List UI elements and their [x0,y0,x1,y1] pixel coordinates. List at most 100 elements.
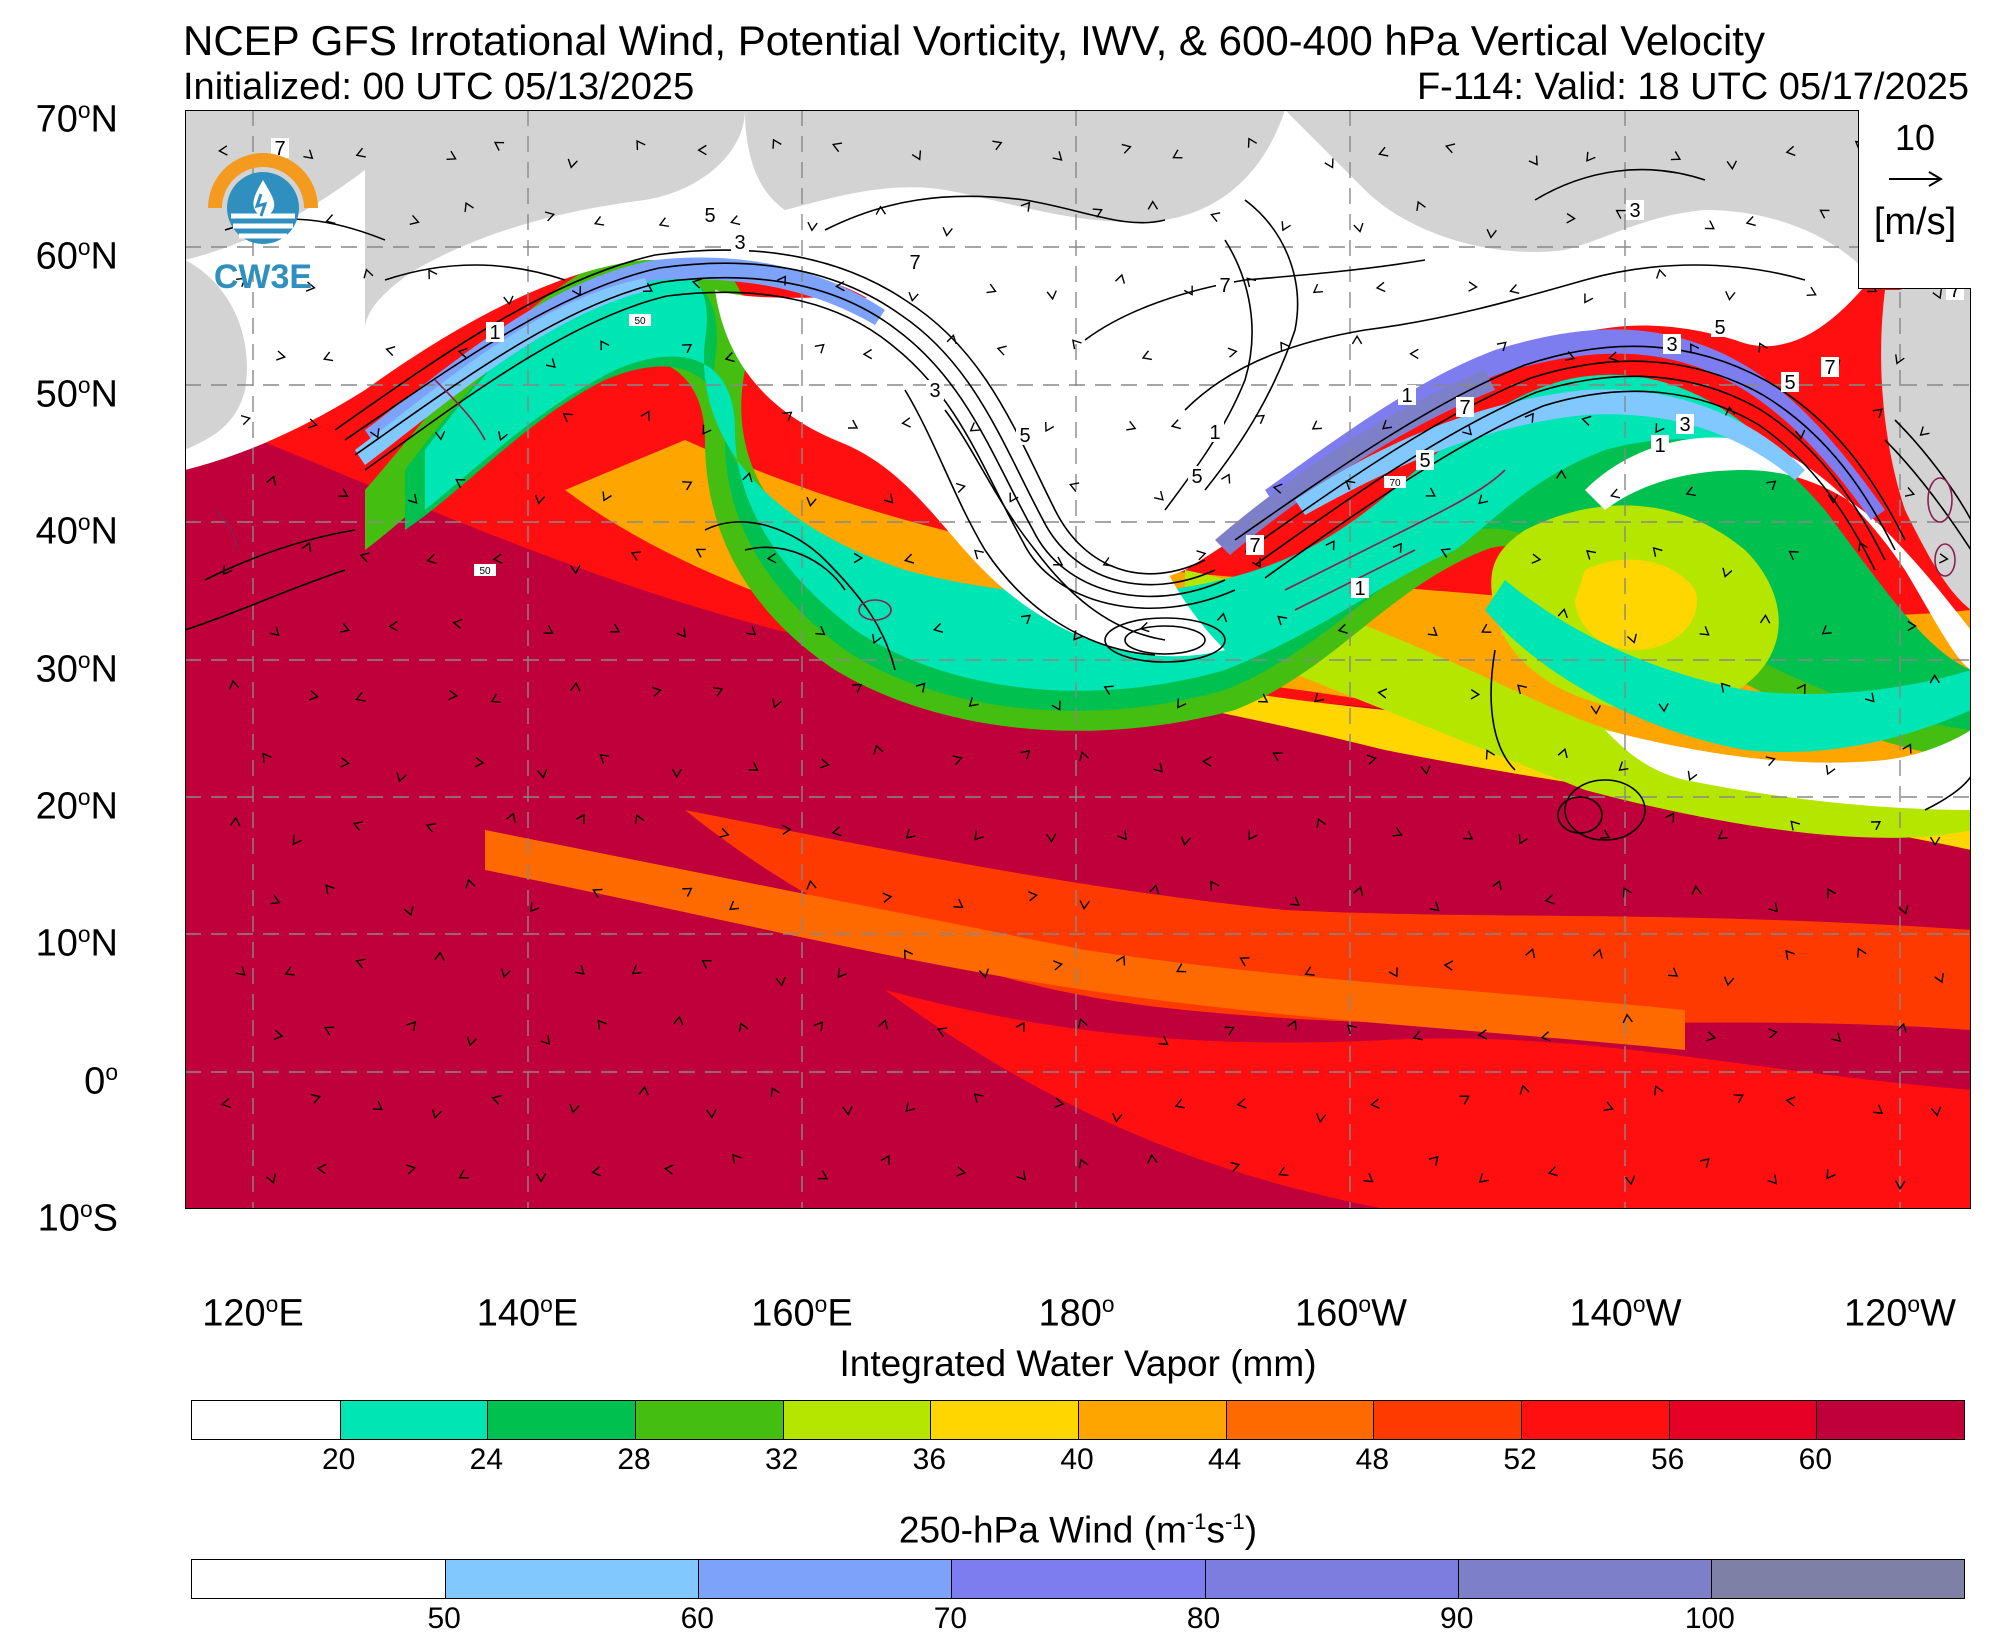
wind-vector [671,768,683,779]
wind-vector [1592,948,1603,959]
wind-vector [1873,1104,1884,1114]
wind-vector [355,958,366,969]
wind-vector [1603,1101,1614,1112]
latitude-label: 0o [84,1058,118,1103]
wind-vector [597,1019,607,1030]
wind-vector [316,1163,327,1175]
wind-vector [543,624,554,634]
wind-vector [1345,480,1356,490]
wind-vector [1584,293,1594,304]
wind-vector [235,966,246,976]
wind-vector [534,494,546,505]
wind-vector [1902,743,1912,754]
wind-vector [1540,1031,1551,1042]
wind-vector [713,687,724,697]
wind-vector [1103,685,1114,695]
wind-vector [1420,765,1431,775]
wind-vector [1248,830,1258,841]
wind-vector [303,149,314,160]
wind-vector [1895,354,1905,365]
wind-vector [1934,973,1944,984]
wind-vector [936,1027,948,1037]
wind-vector [1114,273,1126,284]
wind-vector [1581,415,1592,426]
wind-vector [772,138,782,149]
wind-vector [1015,1021,1025,1033]
wind-vector [602,491,612,502]
wind-vector [1378,146,1389,157]
map-panel: 7 5 3 1 7 5 3 1 7 5 1 3 7 5 3 7 5 3 1 5 7 1 7 50 70 50 [184,109,1972,1210]
wind-vector [1153,762,1164,773]
wind-vector [1210,880,1220,891]
wind-vector [322,351,334,362]
wind-vector [1790,820,1801,831]
wind-vector [1073,630,1083,641]
wind-vector [1072,339,1082,350]
wind-vector [359,552,370,563]
wind-vector [852,683,863,694]
wind-vector [986,283,997,294]
wind-vector [1785,1096,1796,1107]
wind-vector [1544,894,1555,905]
wind-vector [1366,754,1377,765]
colorbar-swatch [1225,1401,1374,1439]
wind-vector [1819,209,1830,219]
contour-label: 7 [1824,357,1835,379]
wind-vector [1236,1098,1247,1109]
wind-vector [567,158,578,169]
longitude-label: 120oW [1844,1291,1956,1335]
wind-vector [996,345,1007,356]
wind-vector [262,752,272,763]
wind-vector [464,201,474,213]
cw3e-logo-text: CW3E [214,258,312,296]
wind-vector [540,1034,551,1046]
wind-vector [1896,1022,1907,1033]
wind-vector [1230,1161,1241,1172]
wind-vector [1463,830,1474,840]
valid-time: F-114: Valid: 18 UTC 05/17/2025 [1416,66,1969,108]
wind-vector [591,1166,602,1177]
wind-vector [600,340,610,351]
reference-vector-unit: [m/s] [1873,201,1957,243]
wind-vector [1785,950,1795,961]
colorbar-swatch [698,1560,952,1598]
wind-vector [1517,684,1527,695]
wind-vector [1622,1013,1633,1024]
wind-vector [1481,623,1492,633]
wind-vector [1227,347,1238,358]
wind-vector [815,625,826,636]
wind-vector [574,965,585,975]
wind-vector [407,493,418,504]
wind-vector [1609,488,1621,499]
wind-vector [1281,221,1291,232]
wind-vector [1052,151,1063,161]
wind-vector [266,1173,276,1184]
wind-vector [729,215,741,226]
wind-vector [630,551,642,561]
wind-vector [1425,487,1436,497]
wind-vector [276,350,287,361]
wind-vector [915,682,926,693]
wind-vector [425,823,436,833]
wind-vector [1794,429,1806,440]
map-title: NCEP GFS Irrotational Wind, Potential Vo… [183,17,1765,64]
wind-vector [1699,626,1710,636]
colorbar-tick-label: 60 [1798,1443,1833,1476]
wind-vector [309,690,320,701]
wind-vector [905,1102,916,1113]
latitude-label: 70oN [35,97,118,141]
wind-vector [465,878,476,889]
wind-vector [873,744,884,755]
wind-vector [638,1085,650,1096]
wind-vector [631,965,642,975]
wind-vector [1827,888,1837,899]
wind-vector [426,553,437,565]
wind-vector [338,487,349,497]
wind-vector [1079,900,1090,910]
wind-vector [325,214,336,225]
wind-vector [697,144,707,156]
wind-vector [1468,281,1478,292]
wind-vector [776,275,787,286]
wind-vector [1898,904,1909,915]
